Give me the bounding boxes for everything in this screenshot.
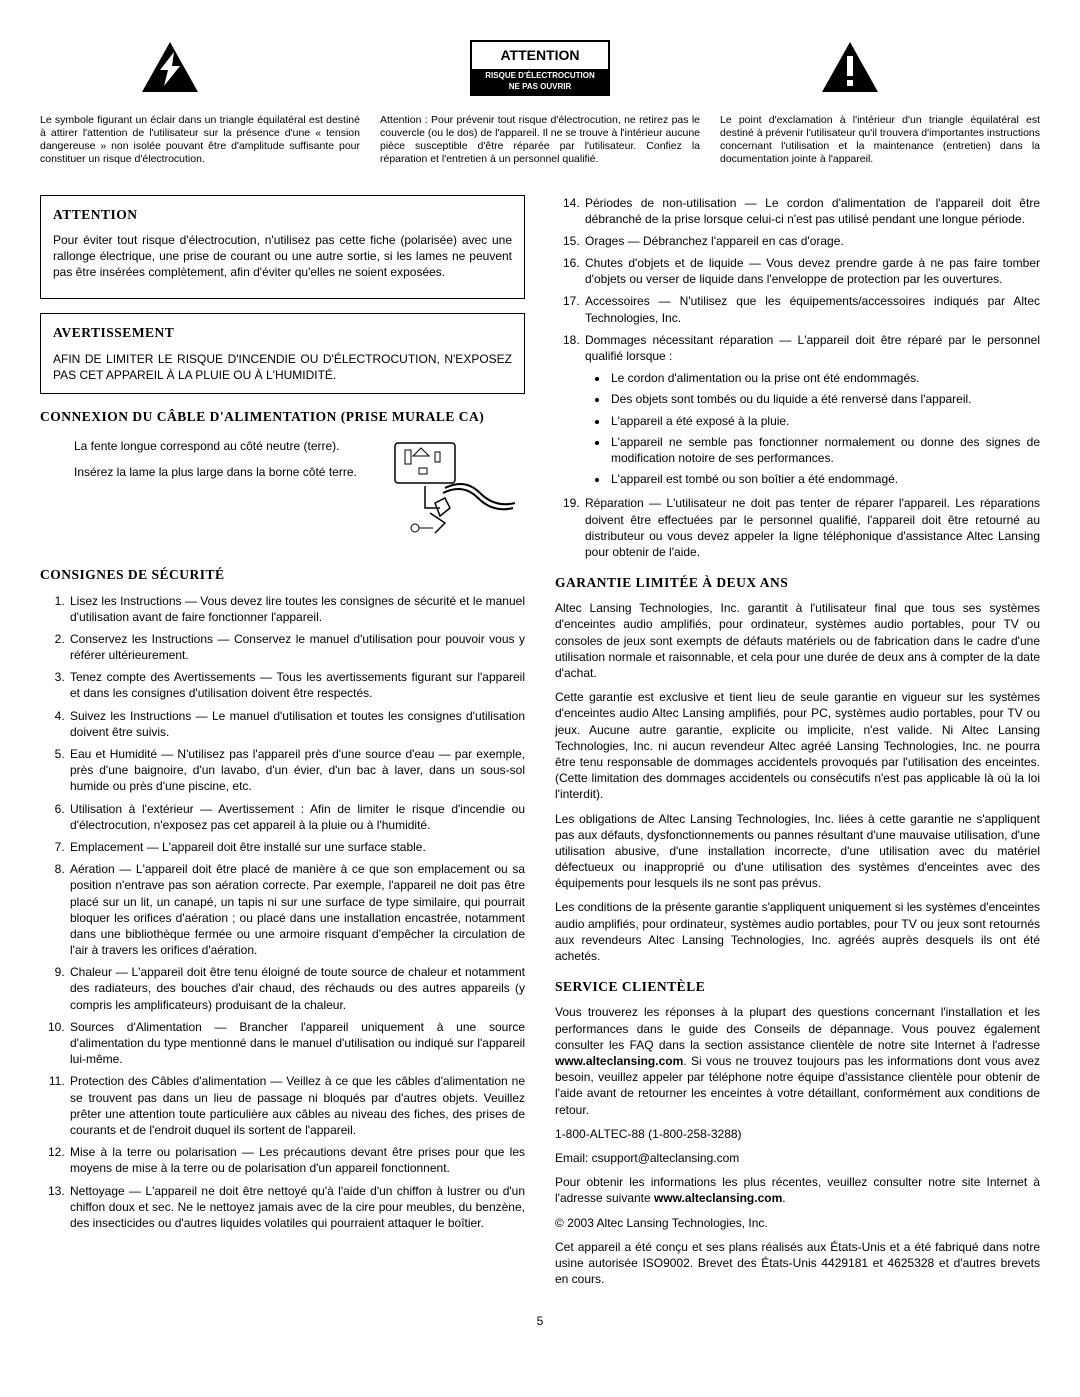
warranty-p4: Les conditions de la présente garantie s… xyxy=(555,899,1040,964)
warning-header-row: Le symbole figurant un éclair dans un tr… xyxy=(40,40,1040,175)
list-item: Protection des Câbles d'alimentation — V… xyxy=(68,1073,525,1138)
attention-plate-sub2: NE PAS OUVRIR xyxy=(472,82,608,93)
plug-diagram-icon xyxy=(385,438,525,552)
warranty-p2: Cette garantie est exclusive et tient li… xyxy=(555,689,1040,802)
list-item-text: Dommages nécessitant réparation — L'appa… xyxy=(585,333,1040,363)
warning-left-caption: Le symbole figurant un éclair dans un tr… xyxy=(40,114,360,167)
warning-right-caption: Le point d'exclamation à l'intérieur d'u… xyxy=(720,114,1040,167)
service-url: www.alteclansing.com xyxy=(555,1054,683,1068)
list-item: Le cordon d'alimentation ou la prise ont… xyxy=(609,370,1040,386)
copyright: © 2003 Altec Lansing Technologies, Inc. xyxy=(555,1215,1040,1231)
body-columns: ATTENTION Pour éviter tout risque d'élec… xyxy=(40,195,1040,1296)
list-item: Suivez les Instructions — Le manuel d'ut… xyxy=(68,708,525,740)
service-email: Email: csupport@alteclansing.com xyxy=(555,1150,1040,1166)
attention-plate-title: ATTENTION xyxy=(472,42,608,69)
list-item: L'appareil a été exposé à la pluie. xyxy=(609,413,1040,429)
list-item: Eau et Humidité — N'utilisez pas l'appar… xyxy=(68,746,525,795)
warning-center-caption: Attention : Pour prévenir tout risque d'… xyxy=(380,114,700,167)
service-phone: 1-800-ALTEC-88 (1-800-258-3288) xyxy=(555,1126,1040,1142)
service-p1: Vous trouverez les réponses à la plupart… xyxy=(555,1004,1040,1117)
attention-plate-sub1: RISQUE D'ÉLECTROCUTION xyxy=(472,71,608,82)
service-p1a: Vous trouverez les réponses à la plupart… xyxy=(555,1005,1040,1051)
list-item: Accessoires — N'utilisez que les équipem… xyxy=(583,293,1040,325)
list-item: Tenez compte des Avertissements — Tous l… xyxy=(68,669,525,701)
safety-list-right: Périodes de non-utilisation — Le cordon … xyxy=(555,195,1040,561)
list-item: Chaleur — L'appareil doit être tenu éloi… xyxy=(68,964,525,1013)
list-item: Lisez les Instructions — Vous devez lire… xyxy=(68,593,525,625)
attention-body: Pour éviter tout risque d'électrocution,… xyxy=(53,232,512,281)
list-item: Dommages nécessitant réparation — L'appa… xyxy=(583,332,1040,488)
plug-block: La fente longue correspond au côté neutr… xyxy=(40,434,525,552)
plug-text-2: Insérez la lame la plus large dans la bo… xyxy=(74,464,371,480)
connection-heading: CONNEXION DU CÂBLE D'ALIMENTATION (PRISE… xyxy=(40,408,525,426)
list-item: Nettoyage — L'appareil ne doit être nett… xyxy=(68,1183,525,1232)
list-item: Mise à la terre ou polarisation — Les pr… xyxy=(68,1144,525,1176)
service-p2a: Pour obtenir les informations les plus r… xyxy=(555,1175,1040,1205)
damage-bullet-list: Le cordon d'alimentation ou la prise ont… xyxy=(585,370,1040,487)
list-item: Conservez les Instructions — Conservez l… xyxy=(68,631,525,663)
list-item: Sources d'Alimentation — Brancher l'appa… xyxy=(68,1019,525,1068)
warning-left: Le symbole figurant un éclair dans un tr… xyxy=(40,40,360,175)
avert-body: AFIN DE LIMITER LE RISQUE D'INCENDIE OU … xyxy=(53,351,512,383)
list-item: Utilisation à l'extérieur — Avertissemen… xyxy=(68,801,525,833)
attention-heading: ATTENTION xyxy=(53,206,512,224)
warning-right: Le point d'exclamation à l'intérieur d'u… xyxy=(720,40,1040,175)
plug-text-1: La fente longue correspond au côté neutr… xyxy=(74,438,371,454)
warning-center: ATTENTION RISQUE D'ÉLECTROCUTION NE PAS … xyxy=(380,40,700,175)
safety-list-left: Lisez les Instructions — Vous devez lire… xyxy=(40,593,525,1232)
warranty-heading: GARANTIE LIMITÉE À DEUX ANS xyxy=(555,574,1040,592)
service-url-2: www.alteclansing.com xyxy=(654,1191,782,1205)
list-item: Aération — L'appareil doit être placé de… xyxy=(68,861,525,958)
exclamation-triangle-icon xyxy=(720,40,1040,110)
avert-heading: AVERTISSEMENT xyxy=(53,324,512,342)
warranty-p3: Les obligations de Altec Lansing Technol… xyxy=(555,811,1040,892)
list-item: Orages — Débranchez l'appareil en cas d'… xyxy=(583,233,1040,249)
list-item: L'appareil ne semble pas fonctionner nor… xyxy=(609,434,1040,466)
service-p2: Pour obtenir les informations les plus r… xyxy=(555,1174,1040,1206)
attention-box: ATTENTION Pour éviter tout risque d'élec… xyxy=(40,195,525,300)
page-number: 5 xyxy=(40,1313,1040,1329)
service-p2b: . xyxy=(782,1191,785,1205)
list-item: Emplacement — L'appareil doit être insta… xyxy=(68,839,525,855)
warranty-p1: Altec Lansing Technologies, Inc. garanti… xyxy=(555,600,1040,681)
list-item: Réparation — L'utilisateur ne doit pas t… xyxy=(583,495,1040,560)
attention-plate-icon: ATTENTION RISQUE D'ÉLECTROCUTION NE PAS … xyxy=(380,40,700,110)
left-column: ATTENTION Pour éviter tout risque d'élec… xyxy=(40,195,525,1296)
right-column: Périodes de non-utilisation — Le cordon … xyxy=(555,195,1040,1296)
patent-text: Cet appareil a été conçu et ses plans ré… xyxy=(555,1239,1040,1288)
service-heading: SERVICE CLIENTÈLE xyxy=(555,978,1040,996)
safety-heading: CONSIGNES DE SÉCURITÉ xyxy=(40,566,525,584)
lightning-triangle-icon xyxy=(40,40,360,110)
list-item: Des objets sont tombés ou du liquide a é… xyxy=(609,391,1040,407)
avert-box: AVERTISSEMENT AFIN DE LIMITER LE RISQUE … xyxy=(40,313,525,394)
list-item: L'appareil est tombé ou son boîtier a ét… xyxy=(609,471,1040,487)
list-item: Périodes de non-utilisation — Le cordon … xyxy=(583,195,1040,227)
